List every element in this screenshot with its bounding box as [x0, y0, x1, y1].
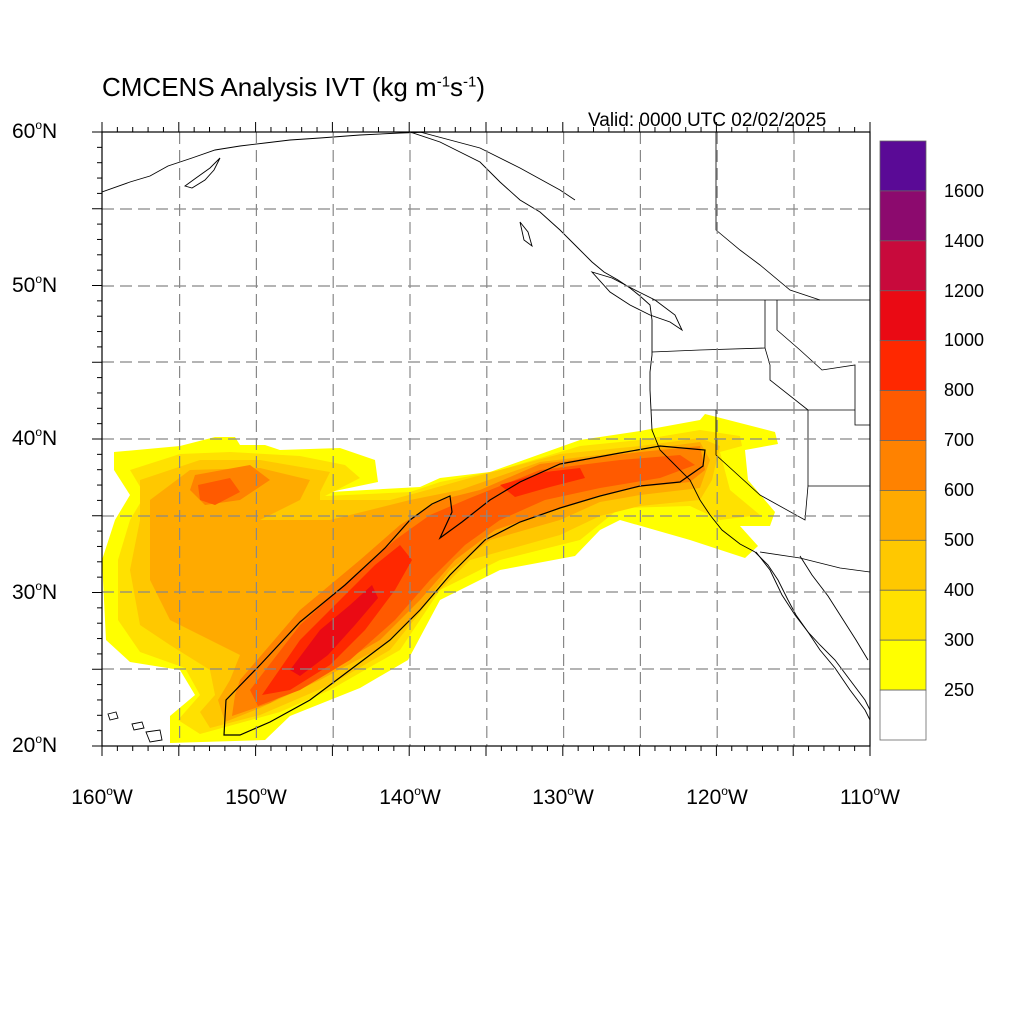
- colorbar-box: [879, 190, 927, 242]
- colorbar-box: [879, 390, 927, 441]
- lon-label-120w: 120oW: [686, 784, 748, 809]
- lon-label-130w: 130oW: [532, 784, 594, 809]
- lon-label-140w: 140oW: [379, 784, 441, 809]
- colorbar-box: [879, 589, 927, 641]
- vancouver-island-coast: [590, 271, 684, 332]
- colorbar-label-1000: 1000: [944, 330, 985, 350]
- canada-yukon-border: [715, 132, 821, 301]
- colorbar-label-500: 500: [944, 530, 975, 550]
- idaho-border: [764, 300, 809, 411]
- washington-oregon-border: [651, 347, 766, 353]
- colorbar-box: [879, 240, 927, 292]
- kodiak-island-coast: [183, 157, 221, 189]
- montana-border: [776, 300, 870, 426]
- ivt-1000-region: [290, 585, 378, 676]
- coastlines: [102, 132, 870, 743]
- colorbar-label-800: 800: [944, 380, 975, 400]
- lat-label-60n: 60oN: [12, 118, 58, 143]
- colorbar: [879, 140, 927, 741]
- colorbar-box: [879, 290, 927, 342]
- colorbar-box: [879, 639, 927, 691]
- hawaii-islands: [107, 711, 163, 743]
- baja-california-coast: [755, 551, 870, 721]
- political-borders: [419, 132, 870, 573]
- lat-label-30n: 30oN: [12, 579, 58, 604]
- colorbar-box: [879, 539, 927, 591]
- colorbar-box: [879, 689, 927, 741]
- alaska-peninsula-coast: [102, 132, 431, 193]
- lat-label-50n: 50oN: [12, 272, 58, 297]
- nevada-border: [715, 410, 870, 521]
- ivt-shading: [102, 414, 778, 743]
- haida-gwaii-coast: [519, 221, 533, 248]
- lat-label-20n: 20oN: [12, 732, 58, 757]
- colorbar-box: [879, 490, 927, 541]
- colorbar-box: [879, 340, 927, 391]
- lon-label-160w: 160oW: [71, 784, 133, 809]
- colorbar-box: [879, 440, 927, 491]
- colorbar-label-600: 600: [944, 480, 975, 500]
- alaska-canada-border: [419, 132, 576, 201]
- axis-ticks: [92, 122, 871, 756]
- valid-time: Valid: 0000 UTC 02/02/2025: [588, 110, 827, 131]
- colorbar-label-300: 300: [944, 630, 975, 650]
- graticule: [102, 132, 870, 746]
- colorbar-label-1200: 1200: [944, 281, 985, 301]
- colorbar-label-700: 700: [944, 430, 975, 450]
- us-mexico-border: [759, 551, 870, 573]
- colorbar-label-250: 250: [944, 680, 975, 700]
- figure-title: CMCENS Analysis IVT (kg m-1s-1): [102, 72, 486, 102]
- gulf-of-california-coast: [799, 555, 869, 661]
- colorbar-label-400: 400: [944, 580, 975, 600]
- southeast-alaska-bc-coast: [409, 132, 870, 711]
- colorbar-label-1400: 1400: [944, 231, 985, 251]
- colorbar-box: [879, 140, 927, 192]
- lon-label-110w: 110oW: [840, 784, 900, 809]
- colorbar-label-1600: 1600: [944, 181, 985, 201]
- lat-label-40n: 40oN: [12, 425, 58, 450]
- ivt-700-contour: [223, 445, 706, 736]
- lon-label-150w: 150oW: [225, 784, 287, 809]
